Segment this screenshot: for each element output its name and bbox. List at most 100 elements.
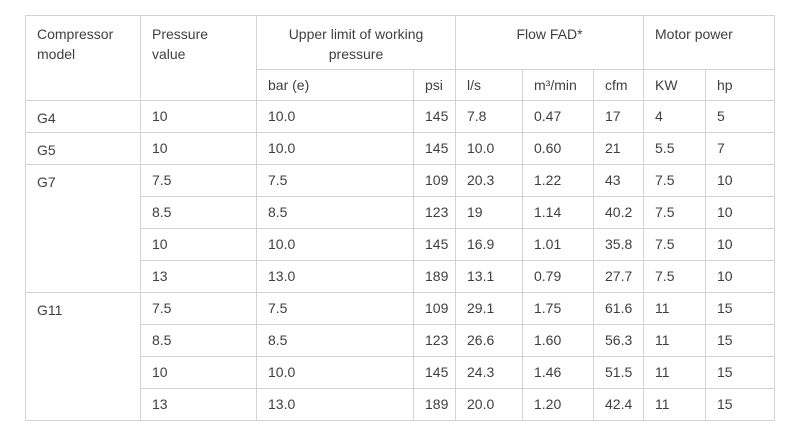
compressor-spec-table-container: Compressor model Pressure value Upper li… [25,15,776,421]
table-cell: 7.8 [455,100,523,133]
table-cell: 1.60 [522,324,594,357]
header-psi: psi [413,69,456,101]
table-cell: 11 [643,324,707,357]
header-working-pressure-group: Upper limit of working pressure [256,15,456,70]
table-row: G11 7.5 7.5 109 29.1 1.75 61.6 11 15 [25,292,776,421]
table-cell: 1.46 [522,356,594,389]
header-bar-e: bar (e) [256,69,414,101]
table-cell: 10 [705,164,776,197]
compressor-model-cell: G11 [25,292,141,421]
table-cell: 145 [413,132,456,165]
table-cell: 11 [643,388,707,421]
compressor-model-cell: G4 [25,100,141,133]
table-cell: 56.3 [592,324,645,357]
table-cell: 8.5 [140,196,257,229]
table-cell: 10.0 [256,356,414,389]
table-cell: 10 [140,356,257,389]
table-cell: 7.5 [140,164,257,197]
table-cell: 1.22 [522,164,594,197]
table-row: G4 10 10.0 145 7.8 0.47 17 4 5 [25,100,776,133]
table-cell: 145 [413,100,456,133]
table-cell: 13.1 [455,260,523,293]
table-cell: 21 [592,132,645,165]
table-row: G7 7.5 7.5 109 20.3 1.22 43 7.5 10 [25,164,776,293]
table-cell: 1.14 [522,196,594,229]
table-cell: 189 [413,260,456,293]
header-row-groups: Compressor model Pressure value Upper li… [25,15,776,101]
table-cell: 0.60 [522,132,594,165]
table-cell: 15 [705,292,776,325]
table-cell: 10 [140,228,257,261]
compressor-spec-table: Compressor model Pressure value Upper li… [25,15,776,421]
table-cell: 10 [140,132,257,165]
header-row-units: bar (e) psi l/s m³/min cfm KW hp [26,69,776,101]
table-cell: 43 [592,164,645,197]
table-cell: 20.0 [455,388,523,421]
table-cell: 10 [705,228,776,261]
table-cell: 123 [413,196,456,229]
header-kw: KW [643,69,707,101]
table-row: 8.5 8.5 123 19 1.14 40.2 7.5 10 [26,196,776,229]
table-cell: 10 [705,260,776,293]
table-cell: 17 [592,100,645,133]
table-cell: 8.5 [140,324,257,357]
table-cell: 15 [705,356,776,389]
table-cell: 5.5 [643,132,707,165]
table-body: G4 10 10.0 145 7.8 0.47 17 4 5 G5 10 10.0 145 10.0 0.6… [25,100,776,421]
table-cell: 7.5 [643,164,707,197]
compressor-model-cell: G7 [25,164,141,293]
table-header: Compressor model Pressure value Upper li… [25,15,776,101]
table-row: 13 13.0 189 20.0 1.20 42.4 11 15 [26,388,776,421]
table-cell: 40.2 [592,196,645,229]
table-cell: 7.5 [256,164,414,197]
header-hp: hp [705,69,776,101]
table-cell: 7 [705,132,776,165]
table-cell: 26.6 [455,324,523,357]
table-cell: 10.0 [256,132,414,165]
table-cell: 10.0 [455,132,523,165]
table-cell: 13 [140,388,257,421]
table-row: 13 13.0 189 13.1 0.79 27.7 7.5 10 [26,260,776,293]
table-cell: 13.0 [256,260,414,293]
table-cell: 5 [705,100,776,133]
table-cell: 11 [643,292,707,325]
table-cell: 7.5 [643,228,707,261]
compressor-model-cell: G5 [25,132,141,165]
table-cell: 1.20 [522,388,594,421]
table-cell: 8.5 [256,324,414,357]
table-cell: 20.3 [455,164,523,197]
table-cell: 27.7 [592,260,645,293]
table-cell: 10.0 [256,100,414,133]
table-cell: 61.6 [592,292,645,325]
table-cell: 10.0 [256,228,414,261]
table-cell: 109 [413,164,456,197]
table-cell: 1.75 [522,292,594,325]
table-cell: 10 [140,100,257,133]
table-cell: 29.1 [455,292,523,325]
table-cell: 24.3 [455,356,523,389]
table-cell: 145 [413,228,456,261]
table-cell: 123 [413,324,456,357]
header-flow-fad-group: Flow FAD* [454,15,645,70]
header-compressor-model: Compressor model [25,15,141,101]
table-cell: 7.5 [256,292,414,325]
table-cell: 7.5 [643,260,707,293]
table-cell: 189 [413,388,456,421]
table-cell: 16.9 [455,228,523,261]
header-pressure-value: Pressure value [140,15,257,101]
table-cell: 109 [413,292,456,325]
table-cell: 11 [643,356,707,389]
table-cell: 4 [643,100,707,133]
header-motor-power-group: Motor power [643,15,776,70]
table-cell: 42.4 [592,388,645,421]
table-cell: 7.5 [643,196,707,229]
table-cell: 10 [705,196,776,229]
header-ls: l/s [455,69,523,101]
table-cell: 35.8 [592,228,645,261]
table-cell: 1.01 [522,228,594,261]
table-row: 8.5 8.5 123 26.6 1.60 56.3 11 15 [26,324,776,357]
table-cell: 51.5 [592,356,645,389]
table-cell: 0.47 [522,100,594,133]
table-cell: 145 [413,356,456,389]
table-cell: 19 [455,196,523,229]
